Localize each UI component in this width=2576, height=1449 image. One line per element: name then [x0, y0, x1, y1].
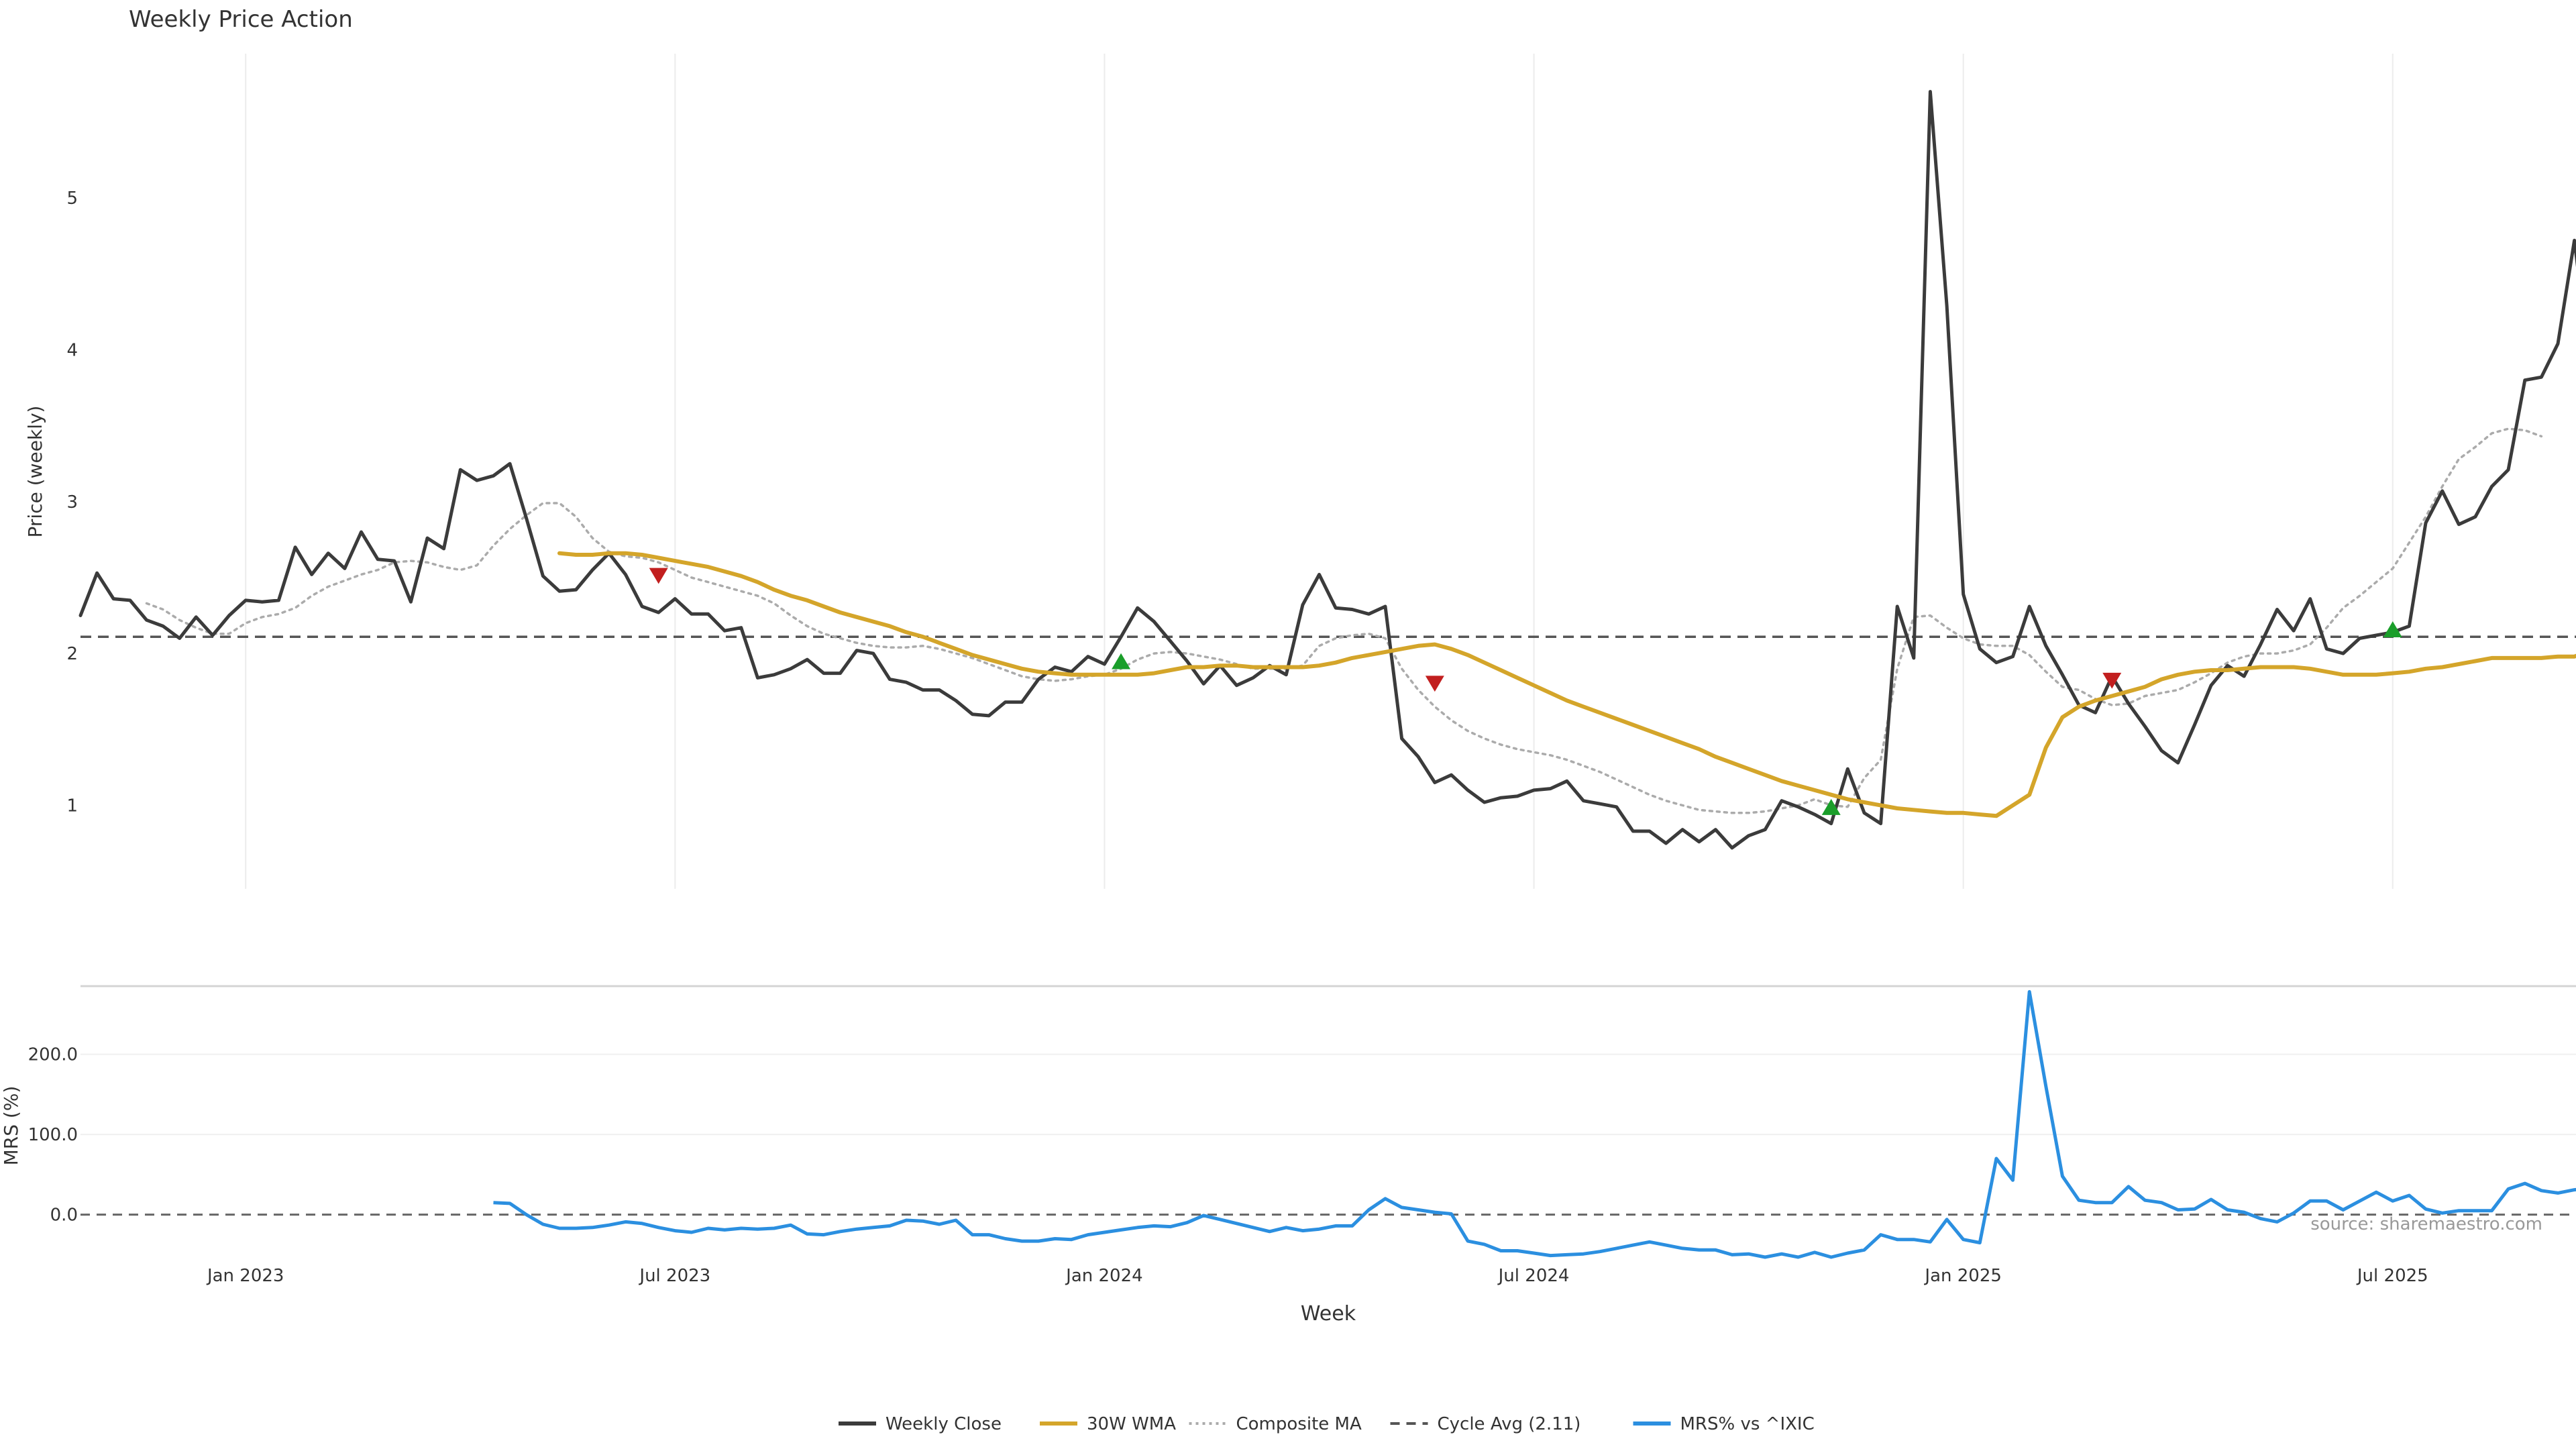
mrs-series — [493, 989, 2576, 1259]
sell-signal-marker — [649, 568, 668, 584]
chart-title: Weekly Price Action — [129, 6, 353, 33]
price-y-tick-label: 4 — [66, 340, 78, 360]
legend-label: MRS% vs ^IXIC — [1680, 1414, 1815, 1434]
mrs-y-tick-label: 200.0 — [28, 1045, 78, 1065]
legend-label: 30W WMA — [1087, 1414, 1176, 1434]
price-panel: 1 2 3 4 5 Price (weekly) — [24, 54, 2576, 889]
price-grid — [245, 54, 2394, 889]
x-tick-label: Jan 2023 — [206, 1266, 284, 1286]
buy-signal-marker — [1821, 799, 1841, 815]
x-axis-ticks: Jan 2023 Jul 2023 Jan 2024 Jul 2024 Jan 2025… — [206, 1266, 2428, 1286]
price-series — [78, 90, 2576, 850]
legend-label: Cycle Avg (2.11) — [1438, 1414, 1581, 1434]
mrs-y-tick-label: 100.0 — [28, 1125, 78, 1145]
legend-label: Composite MA — [1236, 1414, 1362, 1434]
legend: Weekly Close 30W WMA Composite MA Cycle Avg… — [839, 1414, 1815, 1434]
sell-signal-marker — [2102, 672, 2122, 689]
price-y-axis-label: Price (weekly) — [24, 406, 46, 538]
legend-label: Weekly Close — [885, 1414, 1002, 1434]
mrs-y-tick-label: 0.0 — [50, 1205, 78, 1226]
mrs-line — [493, 989, 2576, 1259]
x-tick-label: Jan 2025 — [1923, 1266, 2002, 1286]
buy-signal-marker — [1112, 653, 1131, 669]
signal-markers — [649, 568, 2402, 815]
x-tick-label: Jul 2024 — [1497, 1266, 1570, 1286]
x-tick-label: Jul 2023 — [638, 1266, 710, 1286]
x-tick-label: Jan 2024 — [1065, 1266, 1143, 1286]
mrs-y-axis-label: MRS (%) — [0, 1086, 22, 1166]
mrs-panel: 0.0 100.0 200.0 MRS (%) source: sharemaest… — [0, 989, 2576, 1259]
composite-ma-line — [145, 427, 2543, 814]
price-y-tick-label: 2 — [66, 644, 78, 664]
price-y-tick-label: 5 — [66, 189, 78, 209]
price-y-tick-label: 3 — [66, 492, 78, 513]
mrs-grid — [80, 1053, 2576, 1136]
x-axis-label: Week — [1301, 1302, 1356, 1326]
buy-signal-marker — [2383, 621, 2402, 637]
price-y-tick-label: 1 — [66, 796, 78, 816]
30w-wma-line — [557, 551, 2576, 818]
x-tick-label: Jul 2025 — [2356, 1266, 2428, 1286]
mrs-y-ticks: 0.0 100.0 200.0 — [28, 1045, 78, 1226]
source-note: source: sharemaestro.com — [2310, 1214, 2542, 1234]
weekly-close-line — [78, 90, 2576, 850]
sell-signal-marker — [1425, 676, 1444, 692]
price-y-ticks: 1 2 3 4 5 — [66, 189, 78, 816]
